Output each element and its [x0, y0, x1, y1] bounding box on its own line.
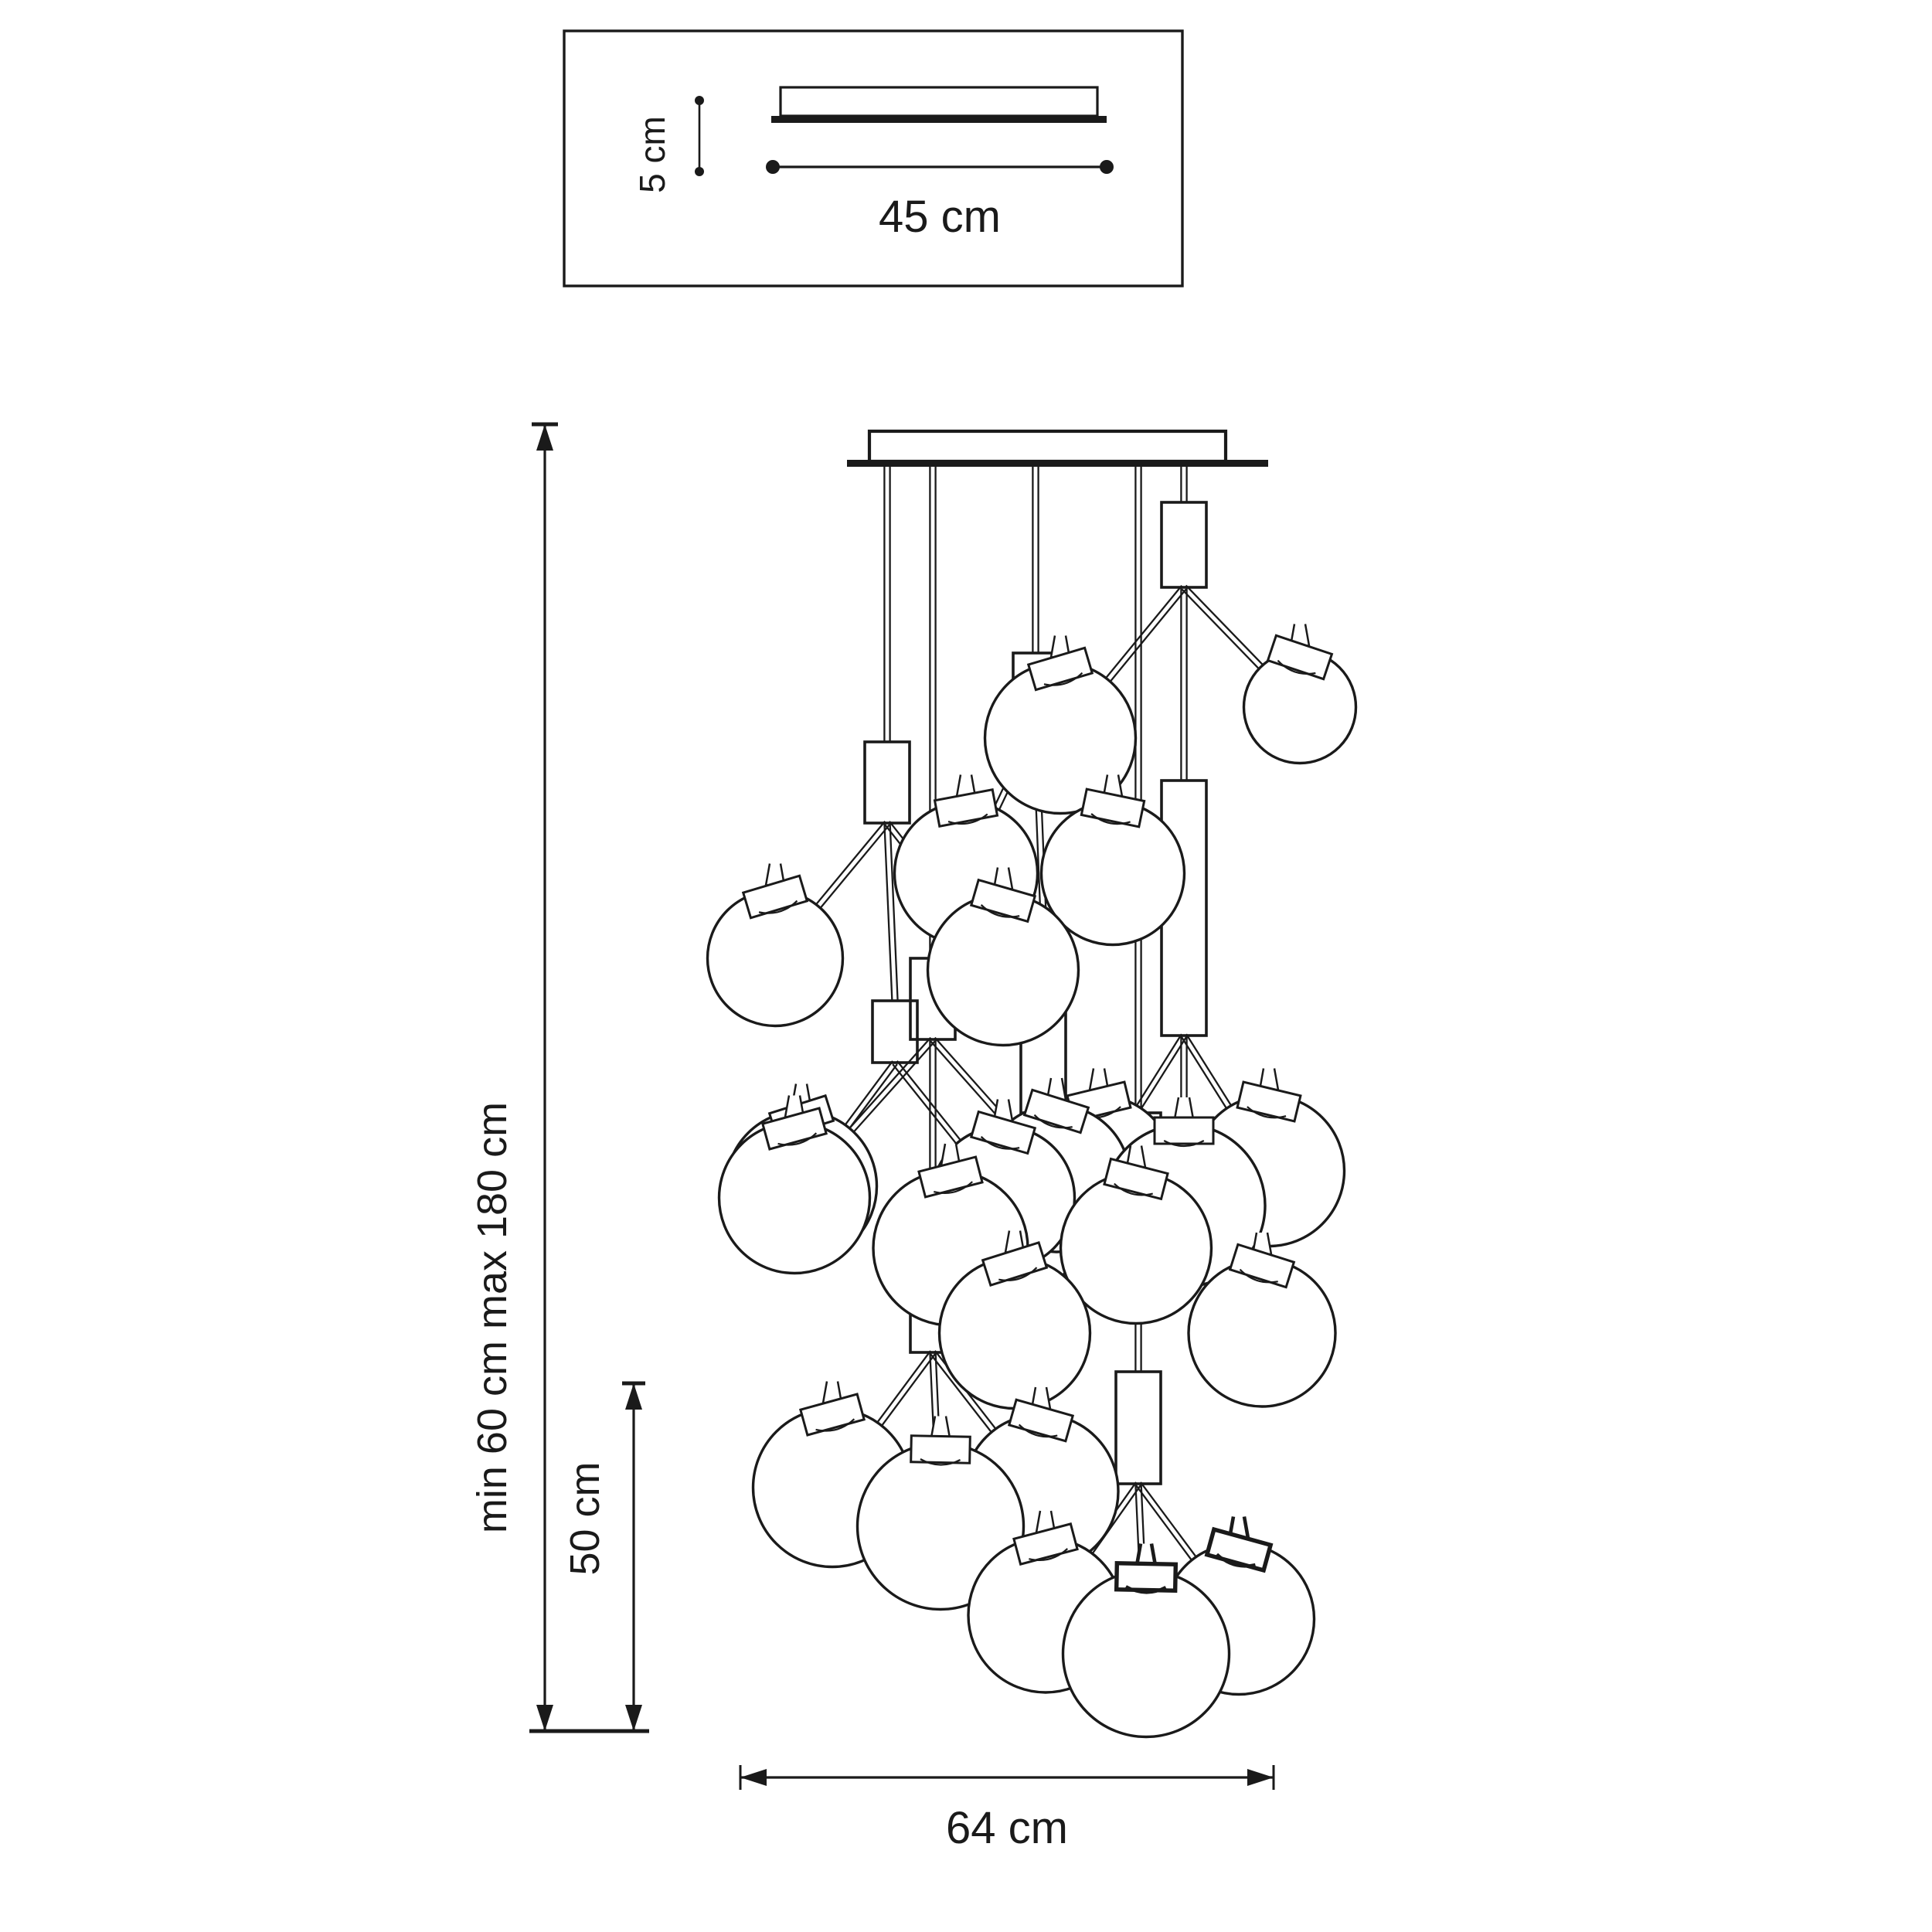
svg-text:50 cm: 50 cm	[562, 1461, 608, 1575]
svg-text:min 60 cm max 180 cm: min 60 cm max 180 cm	[469, 1102, 515, 1533]
svg-text:45 cm: 45 cm	[879, 192, 1001, 242]
svg-text:64 cm: 64 cm	[946, 1803, 1068, 1853]
svg-text:5 cm: 5 cm	[632, 116, 672, 193]
